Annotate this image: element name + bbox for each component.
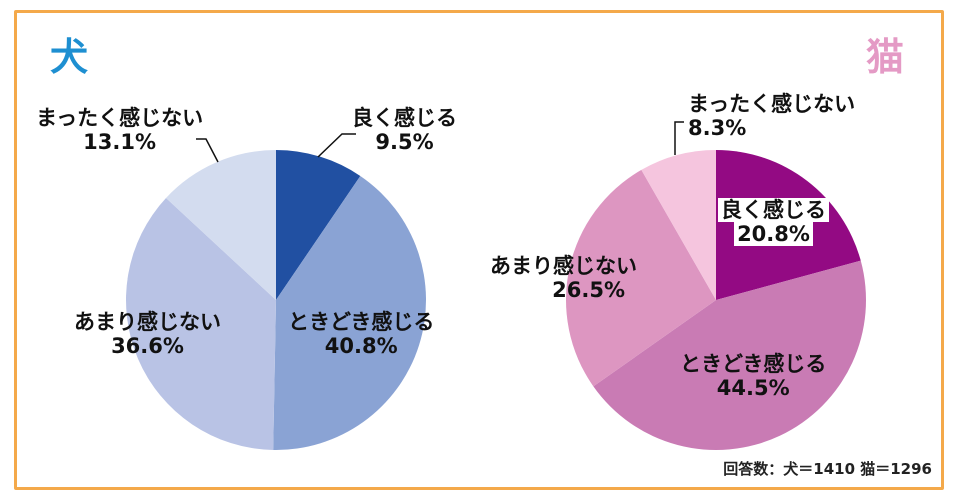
dog-slice-3 bbox=[166, 150, 276, 300]
cat-label-sometimes: ときどき感じる 44.5% bbox=[680, 352, 827, 400]
dog-label-good: 良く感じる 9.5% bbox=[352, 106, 457, 154]
dog-slice-1 bbox=[273, 175, 427, 450]
leader-line-dog-good bbox=[317, 133, 356, 158]
leader-line-cat-never bbox=[674, 121, 684, 155]
dog-pie-chart bbox=[126, 150, 427, 450]
response-count: 回答数：犬＝1410 猫＝1296 bbox=[723, 460, 932, 478]
chart-frame bbox=[14, 10, 944, 490]
dog-label-never: まったく感じない 13.1% bbox=[36, 106, 204, 154]
cat-slice-2 bbox=[566, 169, 716, 387]
cat-label-rarely: あまり感じない 26.5% bbox=[490, 254, 637, 302]
leader-line-dog-never bbox=[196, 138, 219, 163]
dog-slice-2 bbox=[126, 198, 276, 450]
dog-label-rarely: あまり感じない 36.6% bbox=[74, 310, 221, 358]
dog-title: 犬 bbox=[50, 35, 89, 79]
cat-slice-3 bbox=[641, 150, 716, 300]
cat-title: 猫 bbox=[866, 35, 905, 79]
cat-slice-1 bbox=[593, 260, 867, 451]
dog-slice-0 bbox=[276, 150, 361, 300]
dog-label-sometimes: ときどき感じる 40.8% bbox=[288, 310, 435, 358]
cat-pie-chart bbox=[566, 150, 867, 451]
cat-label-good: 良く感じる 20.8% bbox=[718, 198, 829, 246]
cat-label-never: まったく感じない 8.3% bbox=[688, 92, 856, 140]
